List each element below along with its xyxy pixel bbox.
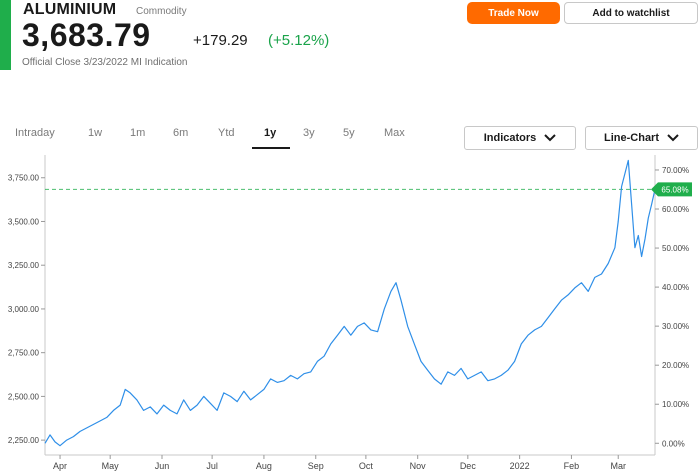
indicators-label: Indicators — [483, 132, 537, 144]
price-change: +179.29 — [193, 32, 248, 49]
trade-now-button[interactable]: Trade Now — [467, 2, 560, 24]
y-left-tick-label: 3,250.00 — [8, 261, 40, 270]
active-tab-underline — [252, 147, 290, 149]
tab-3y[interactable]: 3y — [303, 127, 315, 139]
x-tick-label: Nov — [410, 461, 427, 471]
chart-type-dropdown[interactable]: Line-Chart — [585, 126, 698, 150]
x-tick-label: 2022 — [510, 461, 530, 471]
tab-1m[interactable]: 1m — [130, 127, 146, 139]
x-tick-label: Feb — [564, 461, 580, 471]
x-tick-label: Sep — [308, 461, 324, 471]
x-tick-label: Jun — [155, 461, 170, 471]
y-left-tick-label: 2,500.00 — [8, 392, 40, 401]
y-right-tick-label: 70.00% — [662, 166, 689, 175]
y-right-tick-label: 0.00% — [662, 439, 685, 448]
y-left-tick-label: 3,500.00 — [8, 217, 40, 226]
tab-ytd[interactable]: Ytd — [218, 127, 235, 139]
x-tick-label: Mar — [610, 461, 626, 471]
y-left-tick-label: 3,000.00 — [8, 305, 40, 314]
y-right-tick-label: 60.00% — [662, 205, 689, 214]
y-left-tick-label: 2,250.00 — [8, 436, 40, 445]
y-left-tick-label: 2,750.00 — [8, 349, 40, 358]
accent-bar — [0, 0, 11, 70]
x-tick-label: May — [102, 461, 120, 471]
chevron-down-icon — [667, 134, 679, 142]
x-tick-label: Jul — [206, 461, 218, 471]
tab-max[interactable]: Max — [384, 127, 405, 139]
indicators-dropdown[interactable]: Indicators — [464, 126, 576, 150]
x-tick-label: Apr — [53, 461, 67, 471]
price-series-line — [44, 159, 656, 447]
y-left-tick-label: 3,750.00 — [8, 174, 40, 183]
tab-5y[interactable]: 5y — [343, 127, 355, 139]
reference-badge-label: 65.08% — [661, 185, 688, 194]
close-info: Official Close 3/23/2022 MI Indication — [22, 57, 188, 68]
timeframe-tabs: Intraday 1w 1m 6m Ytd 1y 3y 5y Max — [0, 122, 430, 150]
y-right-tick-label: 40.00% — [662, 283, 689, 292]
tab-1w[interactable]: 1w — [88, 127, 103, 139]
chevron-down-icon — [544, 134, 556, 142]
tab-intraday[interactable]: Intraday — [15, 127, 55, 139]
y-right-tick-label: 30.00% — [662, 322, 689, 331]
x-tick-label: Oct — [359, 461, 374, 471]
x-tick-label: Aug — [256, 461, 272, 471]
price-chart[interactable]: 2,250.00 2,500.00 2,750.00 3,000.00 3,250.00… — [0, 155, 700, 475]
y-right-tick-label: 20.00% — [662, 361, 689, 370]
y-right-tick-label: 50.00% — [662, 244, 689, 253]
tab-1y[interactable]: 1y — [264, 127, 277, 139]
reference-badge: 65.08% — [651, 182, 692, 197]
x-tick-label: Dec — [460, 461, 477, 471]
reference-badge-bg — [651, 182, 692, 197]
commodity-name: ALUMINIUM — [23, 1, 117, 18]
tab-6m[interactable]: 6m — [173, 127, 189, 139]
price-change-percent: (+5.12%) — [268, 32, 330, 49]
commodity-type: Commodity — [136, 6, 187, 17]
chart-type-label: Line-Chart — [604, 132, 659, 144]
y-right-tick-label: 10.00% — [662, 400, 689, 409]
last-price: 3,683.79 — [22, 17, 151, 53]
add-to-watchlist-button[interactable]: Add to watchlist — [564, 2, 698, 24]
